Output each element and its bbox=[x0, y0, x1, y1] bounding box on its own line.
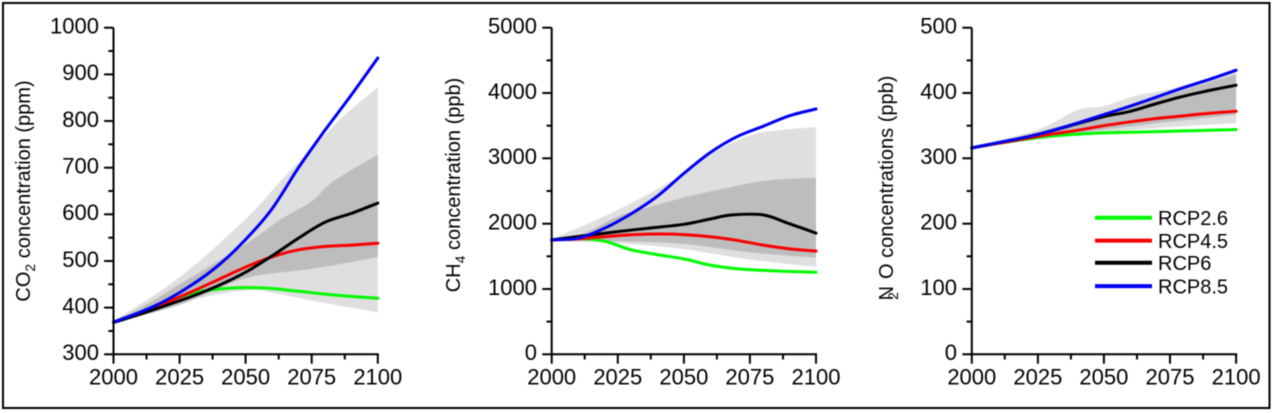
svg-text:N2O concentrations (ppb): N2O concentrations (ppb) bbox=[876, 76, 901, 301]
svg-text:600: 600 bbox=[62, 200, 99, 225]
svg-text:2050: 2050 bbox=[1079, 364, 1128, 389]
svg-text:RCP8.5: RCP8.5 bbox=[1158, 276, 1228, 298]
svg-text:2050: 2050 bbox=[659, 364, 708, 389]
svg-text:RCP6: RCP6 bbox=[1158, 253, 1211, 275]
svg-text:2100: 2100 bbox=[353, 364, 402, 389]
svg-text:700: 700 bbox=[62, 154, 99, 179]
svg-text:400: 400 bbox=[920, 79, 957, 104]
svg-text:100: 100 bbox=[920, 275, 957, 300]
svg-text:3000: 3000 bbox=[488, 144, 537, 169]
svg-text:1000: 1000 bbox=[50, 14, 99, 39]
svg-text:2025: 2025 bbox=[593, 364, 642, 389]
svg-text:CH4 concentration (ppb): CH4 concentration (ppb) bbox=[443, 78, 468, 293]
svg-text:5000: 5000 bbox=[488, 14, 537, 39]
svg-text:2100: 2100 bbox=[792, 364, 841, 389]
svg-text:500: 500 bbox=[62, 247, 99, 272]
svg-text:2000: 2000 bbox=[947, 364, 996, 389]
svg-text:2075: 2075 bbox=[1146, 364, 1195, 389]
svg-text:RCP4.5: RCP4.5 bbox=[1158, 231, 1228, 253]
svg-text:2050: 2050 bbox=[221, 364, 270, 389]
svg-text:2075: 2075 bbox=[287, 364, 336, 389]
svg-text:2000: 2000 bbox=[488, 210, 537, 235]
svg-text:0: 0 bbox=[945, 340, 957, 365]
svg-text:4000: 4000 bbox=[488, 79, 537, 104]
svg-text:2025: 2025 bbox=[1013, 364, 1062, 389]
svg-text:800: 800 bbox=[62, 107, 99, 132]
svg-text:RCP2.6: RCP2.6 bbox=[1158, 208, 1228, 230]
svg-text:1000: 1000 bbox=[488, 275, 537, 300]
svg-text:400: 400 bbox=[62, 293, 99, 318]
svg-text:2000: 2000 bbox=[527, 364, 576, 389]
svg-text:2075: 2075 bbox=[725, 364, 774, 389]
svg-text:0: 0 bbox=[525, 340, 537, 365]
svg-text:2100: 2100 bbox=[1212, 364, 1261, 389]
svg-text:CO2 concentration (ppm): CO2 concentration (ppm) bbox=[13, 80, 38, 301]
svg-text:300: 300 bbox=[62, 340, 99, 365]
svg-text:2025: 2025 bbox=[155, 364, 204, 389]
svg-text:300: 300 bbox=[920, 144, 957, 169]
svg-text:200: 200 bbox=[920, 210, 957, 235]
svg-text:500: 500 bbox=[920, 14, 957, 39]
svg-text:900: 900 bbox=[62, 60, 99, 85]
svg-text:2000: 2000 bbox=[89, 364, 138, 389]
